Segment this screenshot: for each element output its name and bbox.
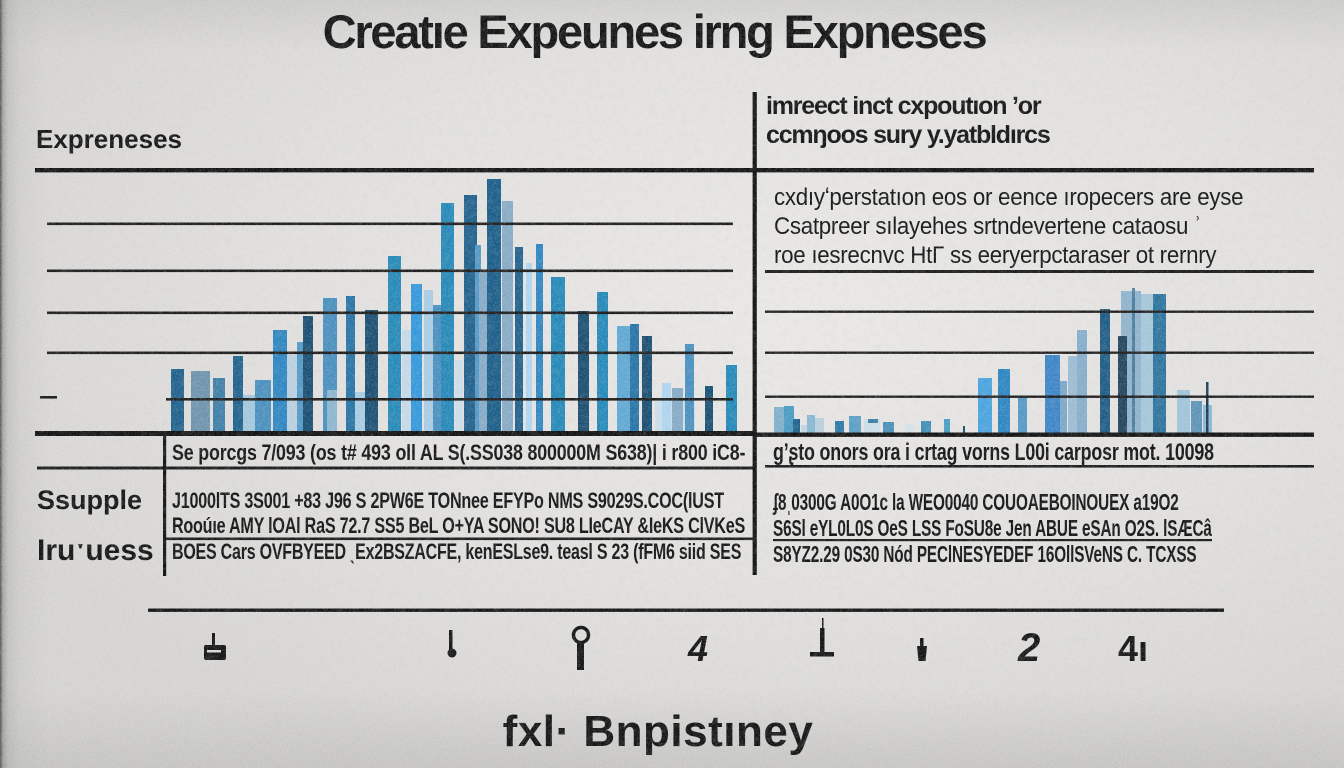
svg-text:4: 4 <box>687 628 708 669</box>
svg-text:4ı: 4ı <box>1118 628 1148 669</box>
svg-text:2: 2 <box>1017 626 1040 670</box>
